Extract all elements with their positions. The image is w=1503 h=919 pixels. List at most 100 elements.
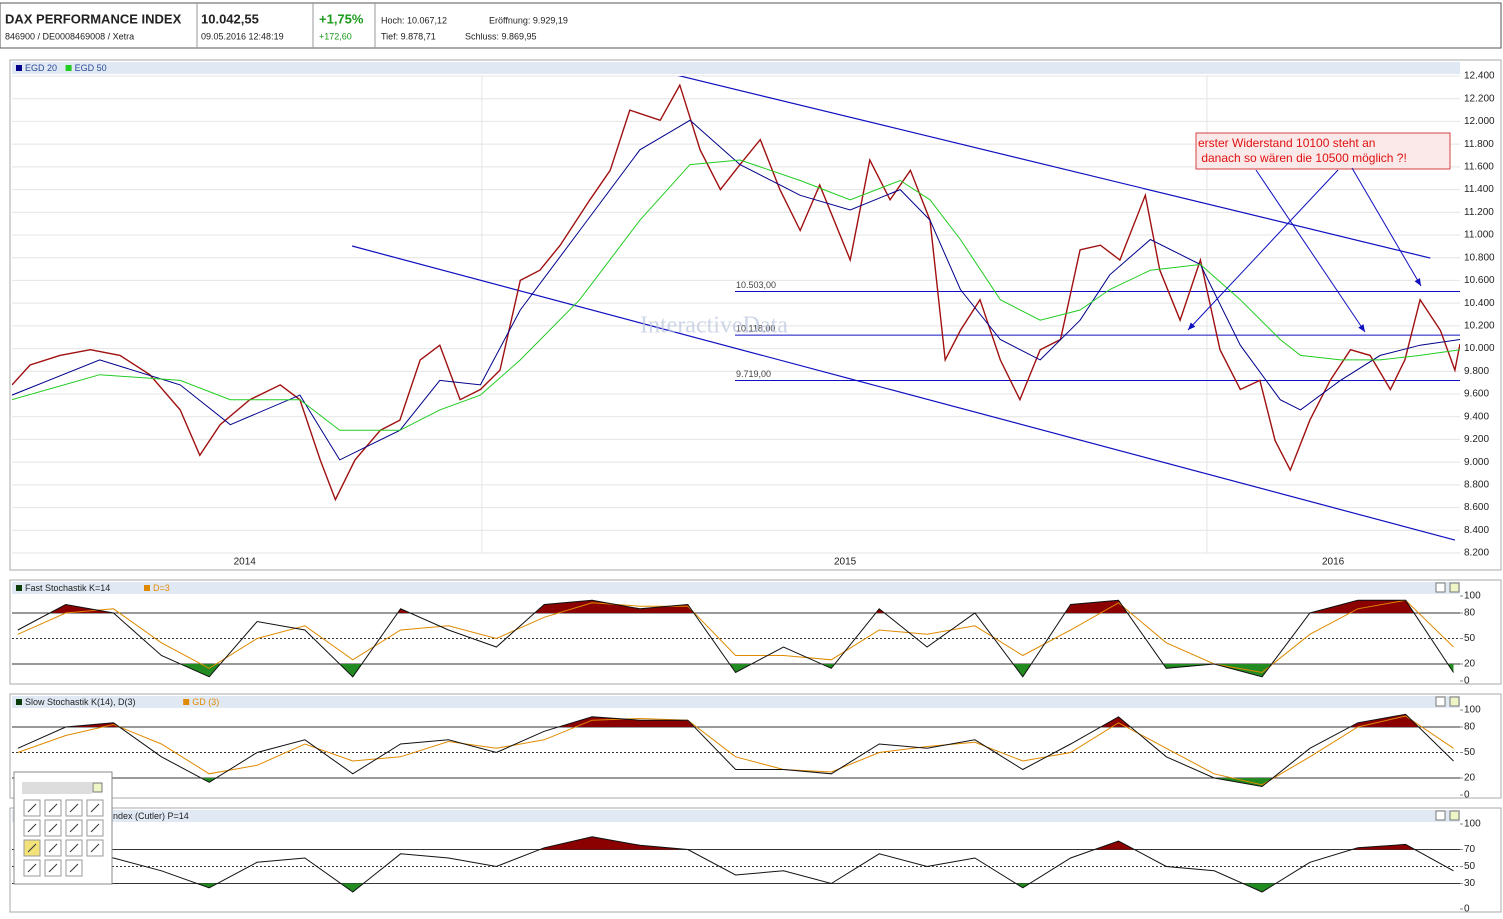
tool-icon [69,863,79,873]
panel-button [1435,582,1446,593]
y-tick-label: 8.400 [1464,525,1489,536]
tool-icon [48,843,58,853]
tool-icon [27,803,37,813]
y-tick-label: 11.000 [1464,230,1494,241]
y-tick-label: 9.000 [1464,457,1489,468]
tool-icon [48,803,58,813]
instrument-ids: 846900 / DE0008469008 / Xetra [5,31,134,41]
legend-swatch [183,699,190,705]
oscillator-line [17,713,1454,788]
panel-button [1449,810,1460,821]
legend-label: ndex (Cutler) P=14 [113,811,189,821]
toolbox-title [22,782,92,794]
annotation-text: erster Widerstand 10100 steht an [1198,136,1375,150]
y-tick-label: 9.600 [1464,389,1489,400]
legend-label: D=3 [153,583,170,593]
y-tick-label: 10.400 [1464,298,1495,309]
legend-label: EGD 20 [25,63,57,73]
legend-label: Slow Stochastik K(14), D(3) [25,697,136,707]
panel-header [12,696,1460,708]
y-tick-label: 100 [1464,705,1481,716]
y-tick-label: 10.600 [1464,275,1495,286]
open: Eröffnung: 9.929,19 [489,15,568,25]
annotation-arrow [1255,169,1366,333]
watermark: InteractiveData [640,313,788,339]
quote-header [0,2,1502,49]
legend-swatch [16,585,22,591]
legend-label: GD (3) [192,697,219,707]
instrument-name: DAX PERFORMANCE INDEX [5,11,182,26]
y-tick-label: 9.800 [1464,366,1489,377]
arrow-head [1188,322,1196,330]
y-tick-label: 80 [1464,722,1476,733]
y-tick-label: 11.200 [1464,207,1494,218]
annotation-arrow [1187,169,1339,331]
y-tick-label: 11.600 [1464,161,1494,172]
tool-icon [69,803,79,813]
tool-icon [48,823,58,833]
level-label: 9.719,00 [736,369,771,379]
oversold-fill [17,664,1454,677]
ema-line [12,119,1460,461]
panel-button [1435,810,1446,821]
y-tick-label: 50 [1464,633,1476,644]
oscillator-line [17,836,1454,893]
y-tick-label: 12.400 [1464,71,1495,82]
panel-header [12,810,1460,822]
x-tick-label: 2014 [234,557,257,568]
y-tick-label: 10.800 [1464,252,1495,263]
y-tick-label: 8.800 [1464,479,1489,490]
legend-swatch [144,585,150,591]
panel-frame [9,693,1502,799]
y-tick-label: 20 [1464,773,1476,784]
y-tick-label: 100 [1464,819,1481,830]
tool-icon [69,843,79,853]
panel-button [1449,696,1460,707]
tool-icon [90,843,100,853]
y-tick-label: 0 [1464,790,1470,801]
y-tick-label: 12.200 [1464,93,1495,104]
panel-frame [9,807,1502,913]
oscillator-line [17,599,1454,678]
y-tick-label: 80 [1464,608,1476,619]
tool-icon [69,823,79,833]
oscillator-line [17,715,1454,786]
y-tick-label: 8.600 [1464,502,1489,513]
y-tick-label: 10.000 [1464,343,1495,354]
annotation-text: danach so wären die 10500 möglich ?! [1198,151,1407,165]
plot-area [12,76,1460,541]
y-tick-label: 9.400 [1464,411,1489,422]
x-tick-label: 2015 [834,557,857,568]
legend-swatch [16,699,22,705]
y-tick-label: 0 [1464,676,1470,687]
high: Hoch: 10.067,12 [381,15,447,25]
y-tick-label: 9.200 [1464,434,1489,445]
legend-swatch [65,65,72,71]
level-label: 10.503,00 [736,280,776,290]
y-tick-label: 10.200 [1464,320,1495,331]
y-tick-label: 0 [1464,904,1470,914]
y-tick-label: 11.400 [1464,184,1494,195]
trend-line [677,76,1431,259]
low: Tief: 9.878,71 [381,31,436,41]
y-tick-label: 12.000 [1464,116,1495,127]
y-tick-label: 11.800 [1464,139,1494,150]
close: Schluss: 9.869,95 [465,31,537,41]
panel-header [12,62,1460,74]
annotation-arrow [1351,167,1422,287]
y-tick-label: 20 [1464,659,1476,670]
tool-icon [90,803,100,813]
legend-swatch [16,65,22,71]
tool-icon [48,863,58,873]
price-line [12,83,1460,502]
change-pct: +1,75% [319,11,364,26]
arrow-head [1414,278,1421,286]
legend-label: EGD 50 [75,63,107,73]
panel-header [12,582,1460,594]
panel-button [1435,696,1446,707]
last-price: 10.042,55 [201,11,259,26]
ema-line [12,159,1460,431]
x-tick-label: 2016 [1322,557,1345,568]
